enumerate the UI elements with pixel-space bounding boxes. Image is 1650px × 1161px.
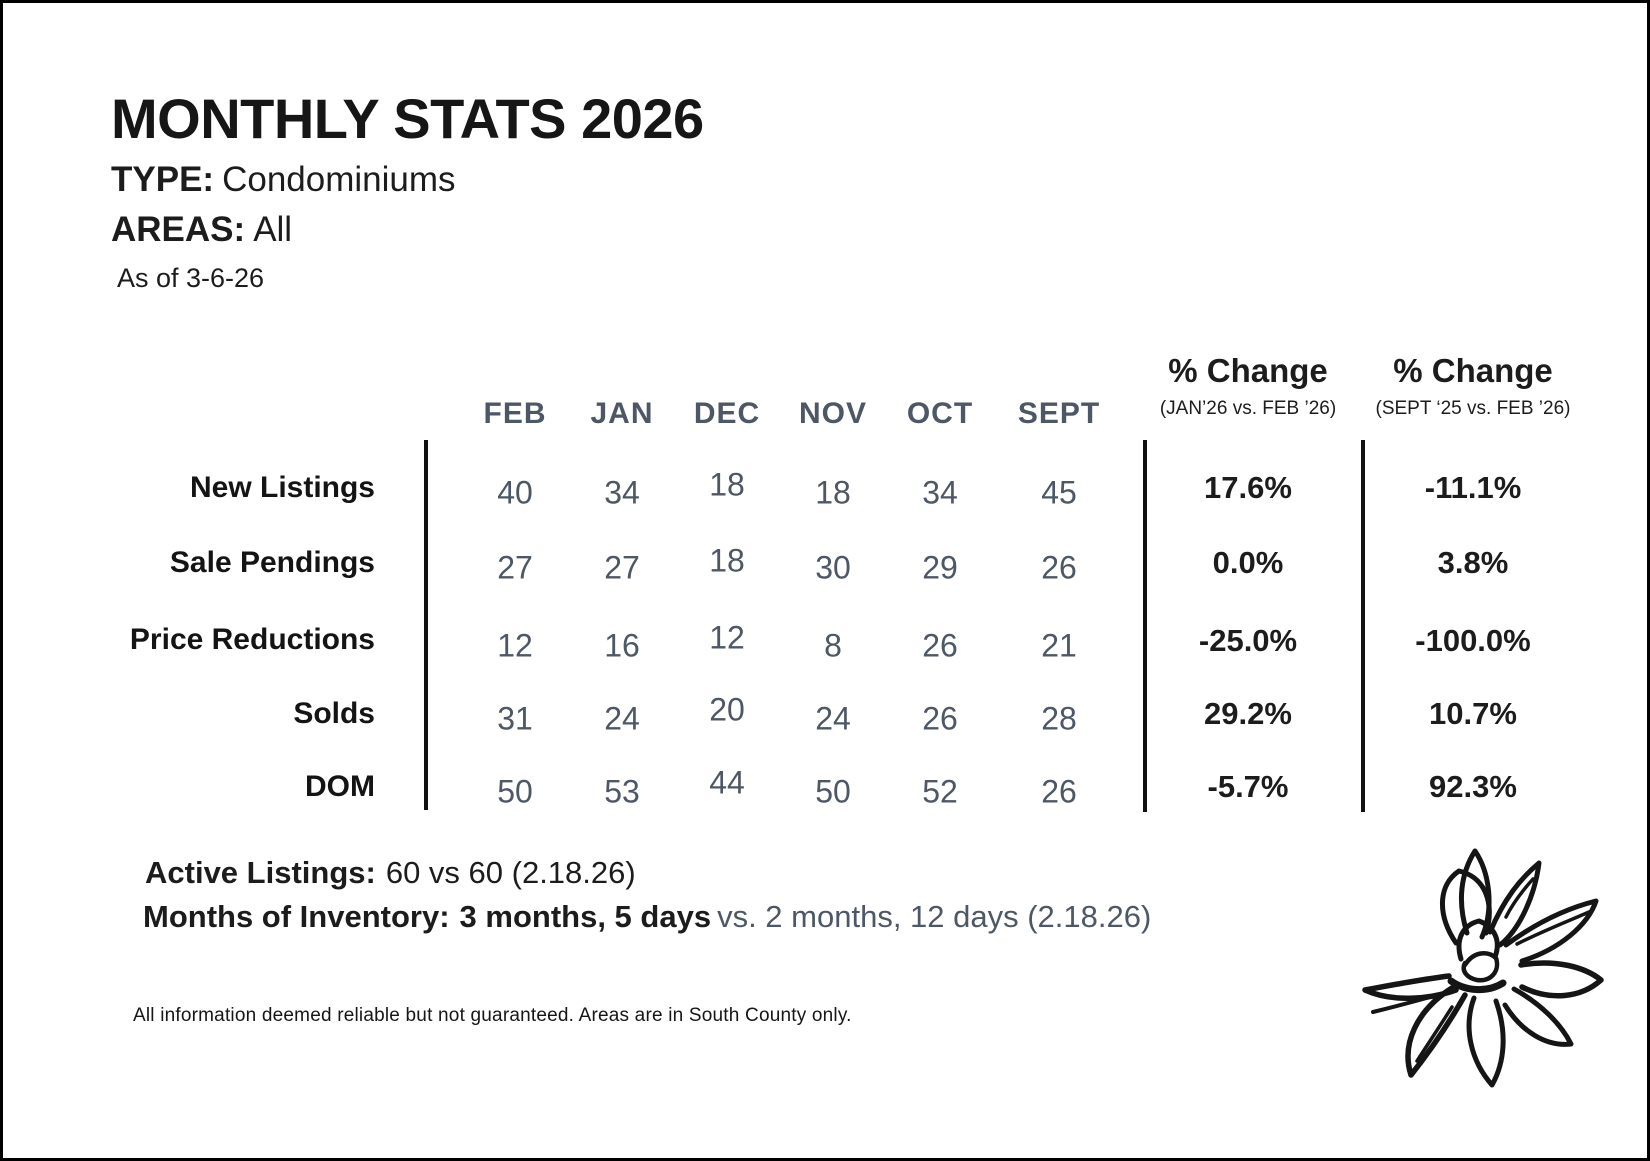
disclaimer-text: All information deemed reliable but not …	[133, 1005, 852, 1026]
pct-change1: -5.7%	[1207, 769, 1289, 804]
table-cell: 18	[709, 542, 745, 579]
pct-change2: -11.1%	[1424, 470, 1522, 505]
table-cell: 50	[815, 773, 851, 810]
table-cell: 45	[1041, 474, 1077, 511]
type-value: Condominiums	[222, 160, 456, 199]
table-cell: 53	[604, 773, 640, 810]
change1-subtitle: (JAN’26 vs. FEB ’26)	[1159, 398, 1337, 419]
row-label-new-listings: New Listings	[189, 471, 375, 504]
month-header-sept: SEPT	[1017, 397, 1101, 430]
row-label-price-reductions: Price Reductions	[129, 623, 375, 656]
pct-change1: 0.0%	[1212, 545, 1284, 580]
table-cell: 44	[709, 764, 745, 801]
areas-line: AREAS: All	[111, 212, 704, 247]
change2-title: % Change	[1393, 352, 1553, 389]
header: MONTHLY STATS 2026 TYPE: Condominiums ARE…	[111, 91, 704, 294]
table-cell: 20	[709, 691, 745, 728]
row-label-solds: Solds	[293, 697, 375, 730]
change1-title: % Change	[1168, 352, 1328, 389]
inventory-comparison: vs. 2 months, 12 days (2.18.26)	[717, 899, 1152, 934]
as-of-date: As of 3-6-26	[117, 263, 265, 293]
divider-change1	[1143, 440, 1147, 812]
table-cell: 27	[604, 549, 640, 586]
row-label-dom: DOM	[305, 770, 375, 803]
month-header-nov: NOV	[798, 397, 868, 430]
table-cell: 24	[815, 700, 851, 737]
change2-subtitle: (SEPT ‘25 vs. FEB ’26)	[1375, 398, 1571, 419]
pct-change2: -100.0%	[1415, 623, 1531, 658]
table-cell: 31	[497, 700, 533, 737]
divider-labels	[424, 440, 428, 810]
table-cell: 40	[497, 474, 533, 511]
table-cell: 26	[1041, 773, 1077, 810]
table-cell: 30	[815, 549, 851, 586]
table-cell: 8	[824, 627, 842, 664]
active-listings-value: 60 vs 60 (2.18.26)	[385, 855, 636, 890]
table-cell: 21	[1041, 627, 1077, 664]
table-cell: 34	[922, 474, 958, 511]
type-label: TYPE:	[111, 160, 215, 199]
active-listings-line: Active Listings: 60 vs 60 (2.18.26)	[145, 855, 636, 891]
table-cell: 18	[815, 474, 851, 511]
table-cell: 50	[497, 773, 533, 810]
pct-change1: 17.6%	[1204, 470, 1292, 505]
table-cell: 29	[922, 549, 958, 586]
inventory-value: 3 months, 5 days	[459, 899, 712, 934]
month-header-feb: FEB	[483, 397, 547, 430]
table-cell: 16	[604, 627, 640, 664]
pct-change1: -25.0%	[1198, 623, 1298, 658]
month-header-dec: DEC	[693, 397, 761, 430]
table-cell: 26	[1041, 549, 1077, 586]
pct-change1: 29.2%	[1204, 696, 1292, 731]
table-cell: 26	[922, 627, 958, 664]
divider-change2	[1361, 440, 1365, 812]
table-cell: 26	[922, 700, 958, 737]
row-label-sale-pendings: Sale Pendings	[169, 546, 375, 579]
month-header-jan: JAN	[590, 397, 654, 430]
pct-change2: 92.3%	[1429, 769, 1517, 804]
months-of-inventory-line: Months of Inventory: 3 months, 5 days vs. …	[143, 899, 1151, 935]
type-line: TYPE: Condominiums	[111, 162, 704, 197]
inventory-label: Months of Inventory:	[143, 899, 450, 934]
table-cell: 18	[709, 466, 745, 503]
table-cell: 12	[497, 627, 533, 664]
page-title: MONTHLY STATS 2026	[111, 87, 704, 150]
table-cell: 28	[1041, 700, 1077, 737]
areas-value: All	[253, 210, 293, 249]
table-cell: 52	[922, 773, 958, 810]
magnolia-flower-icon	[1362, 848, 1604, 1088]
areas-label: AREAS:	[111, 210, 246, 249]
pct-change2: 10.7%	[1429, 696, 1517, 731]
month-header-oct: OCT	[906, 397, 974, 430]
pct-change2: 3.8%	[1437, 545, 1509, 580]
active-listings-label: Active Listings:	[145, 855, 376, 890]
table-cell: 27	[497, 549, 533, 586]
table-cell: 24	[604, 700, 640, 737]
table-cell: 34	[604, 474, 640, 511]
table-cell: 12	[709, 619, 745, 656]
